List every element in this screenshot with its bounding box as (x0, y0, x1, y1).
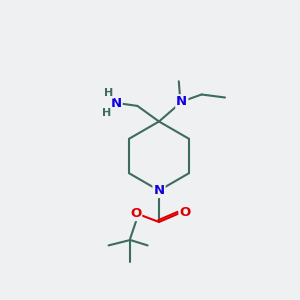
Text: N: N (176, 95, 188, 108)
Text: O: O (179, 206, 191, 219)
Text: O: O (130, 207, 141, 220)
Text: N: N (153, 184, 165, 197)
Text: H: H (104, 88, 113, 98)
Text: N: N (110, 97, 122, 110)
Text: H: H (103, 107, 112, 118)
